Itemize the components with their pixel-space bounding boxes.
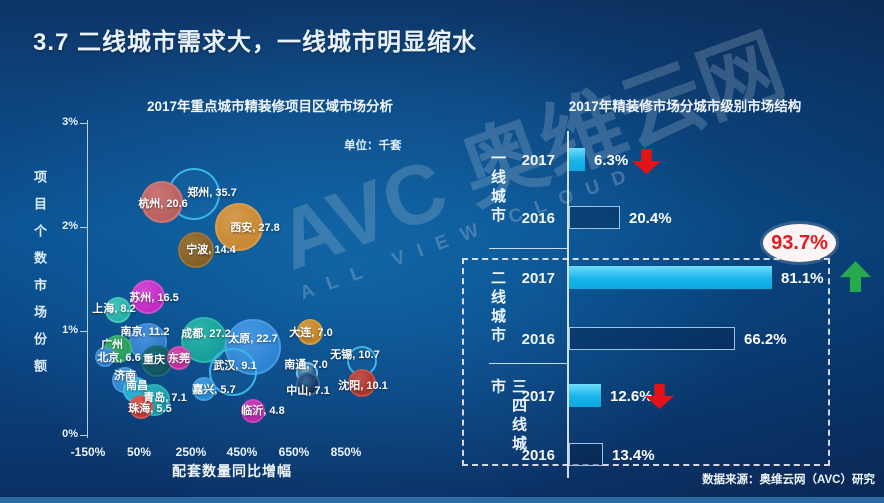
bubble-label: 沈阳, 10.1 (338, 380, 388, 392)
bubble-label: 珠海, 5.5 (128, 403, 172, 415)
callout-badge: 93.7% (763, 224, 836, 262)
y-tick-label: 3% (62, 116, 78, 128)
separator-line (489, 248, 568, 249)
x-tick-label: -150% (70, 445, 106, 459)
y-tick-mark (80, 435, 87, 436)
bubble (131, 280, 165, 314)
bubble (129, 395, 153, 419)
category-label: 一线城市 (489, 150, 506, 226)
bar-year-label: 2016 (521, 210, 555, 227)
bubble-label: 嘉兴, 5.7 (192, 384, 236, 396)
bubble-label: 大连, 7.0 (289, 327, 333, 339)
x-tick-label: 650% (278, 445, 310, 459)
bar-value: 12.6% (610, 388, 653, 405)
bubble-label: 中山, 7.1 (286, 385, 330, 397)
bubble (296, 372, 320, 396)
separator-line (489, 363, 568, 364)
bubble (209, 348, 257, 396)
bar-2016-outline (569, 206, 620, 229)
footer-strip (0, 497, 884, 503)
x-axis-label: 配套数量同比增幅 (172, 463, 292, 479)
trend-down-arrow (632, 149, 661, 174)
bar-year-label: 2017 (521, 270, 555, 287)
bar-2017-solid (569, 148, 585, 171)
bubble-label: 西安, 27.8 (230, 222, 280, 234)
bubble (167, 346, 191, 370)
bubble (178, 232, 214, 268)
bubble-label: 南昌 (126, 380, 148, 392)
bar-2017-solid (569, 384, 601, 407)
bubble-label: 南通, 7.0 (284, 359, 328, 371)
y-axis-label: 项目个数市场份额 (32, 170, 47, 386)
unit-label: 单位：千套 (344, 140, 402, 152)
bubble (141, 181, 183, 223)
bubble-label: 青岛, 7.1 (143, 392, 187, 404)
trend-up-arrow (840, 261, 871, 292)
bubble (192, 377, 216, 401)
y-tick-mark (80, 331, 87, 332)
bubble-label: 上海, 8.2 (92, 303, 136, 315)
bubble-label: 重庆 (143, 354, 165, 366)
highlight-box (462, 258, 830, 466)
bubble (241, 399, 265, 423)
bubble-label: 南京, 11.2 (120, 326, 170, 338)
bubble-label: 杭州, 20.6 (138, 198, 188, 210)
x-tick-label: 450% (226, 445, 258, 459)
bar-2016-outline (569, 443, 603, 466)
bubble-label: 苏州, 16.5 (129, 292, 179, 304)
bar-year-label: 2017 (521, 388, 555, 405)
bubble-chart-title: 2017年重点城市精装修项目区域市场分析 (146, 99, 394, 114)
bar-year-label: 2017 (521, 152, 555, 169)
bubble-label: 广州 (101, 339, 123, 351)
bubble-label: 北京, 6.6 (97, 352, 141, 364)
y-tick-mark (80, 227, 87, 228)
bubble-label: 郑州, 35.7 (187, 187, 237, 199)
bar-value: 13.4% (612, 447, 655, 464)
x-tick-label: 850% (330, 445, 362, 459)
category-label: 三四线城市 (489, 378, 527, 455)
bar-value: 81.1% (781, 270, 824, 287)
bubble (297, 319, 323, 345)
bubble-label: 宁波, 14.4 (186, 244, 236, 256)
bubble-label: 武汉, 9.1 (213, 360, 257, 372)
bubble (95, 347, 115, 367)
bubble (348, 369, 376, 397)
bar-value: 6.3% (594, 152, 629, 169)
y-tick-mark (80, 123, 87, 124)
bubble-label: 济南 (114, 370, 136, 382)
bubble-label: 临沂, 4.8 (241, 405, 285, 417)
y-tick-label: 1% (62, 324, 78, 336)
bar-value: 20.4% (629, 210, 672, 227)
bubble (105, 297, 131, 323)
bar-axis-line (567, 131, 569, 478)
bar-chart-title: 2017年精装修市场分城市级别市场结构 (568, 99, 802, 114)
y-tick-label: 2% (62, 220, 78, 232)
page-title: 3.7 二线城市需求大，一线城市明显缩水 (33, 29, 478, 56)
x-tick-label: 50% (126, 445, 152, 459)
data-source: 数据来源：奥维云网（AVC）研究 (702, 474, 875, 486)
bar-year-label: 2016 (521, 331, 555, 348)
bubble-label: 无锡, 10.7 (330, 349, 380, 361)
bar-2017-solid (569, 266, 772, 289)
x-tick-label: 250% (175, 445, 207, 459)
bubble (215, 203, 263, 251)
category-label: 二线城市 (489, 270, 506, 346)
bubble-label: 太原, 22.7 (228, 333, 278, 345)
bar-year-label: 2016 (521, 447, 555, 464)
y-axis-line (87, 120, 88, 438)
bar-2016-outline (569, 327, 735, 350)
y-tick-label: 0% (62, 428, 78, 440)
bar-value: 66.2% (744, 331, 787, 348)
bubble-label: 成都, 27.2 (181, 328, 231, 340)
bubble-label: 东莞 (168, 353, 190, 365)
